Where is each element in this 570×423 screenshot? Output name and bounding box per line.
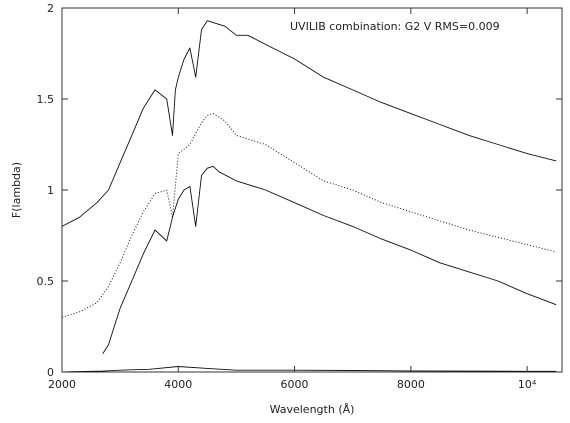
y-tick-label: 0.5 xyxy=(37,275,55,288)
series-line-2 xyxy=(61,113,557,318)
x-tick-label: 4000 xyxy=(164,378,192,391)
x-axis-title: Wavelength (Å) xyxy=(270,403,355,416)
series-line-1 xyxy=(61,20,557,227)
x-tick-label: 2000 xyxy=(48,378,76,391)
y-tick-label: 1.5 xyxy=(37,93,55,106)
series-layer xyxy=(61,20,557,373)
y-axis-title: F(lambda) xyxy=(10,162,23,218)
chart-annotation: UVILIB combination: G2 V RMS=0.009 xyxy=(290,20,500,33)
y-tick-label: 2 xyxy=(47,2,54,15)
y-tick-label: 0 xyxy=(47,366,54,379)
series-line-3 xyxy=(102,165,557,355)
x-tick-label: 10⁴ xyxy=(518,378,537,391)
x-axis-ticks: 2000 4000 6000 8000 10⁴ xyxy=(48,8,537,391)
x-tick-label: 6000 xyxy=(281,378,309,391)
y-axis-ticks: 0 0.5 1 1.5 2 xyxy=(37,2,562,379)
plot-frame xyxy=(61,7,563,373)
y-tick-label: 1 xyxy=(47,184,54,197)
series-line-4 xyxy=(61,366,557,373)
x-tick-label: 8000 xyxy=(397,378,425,391)
